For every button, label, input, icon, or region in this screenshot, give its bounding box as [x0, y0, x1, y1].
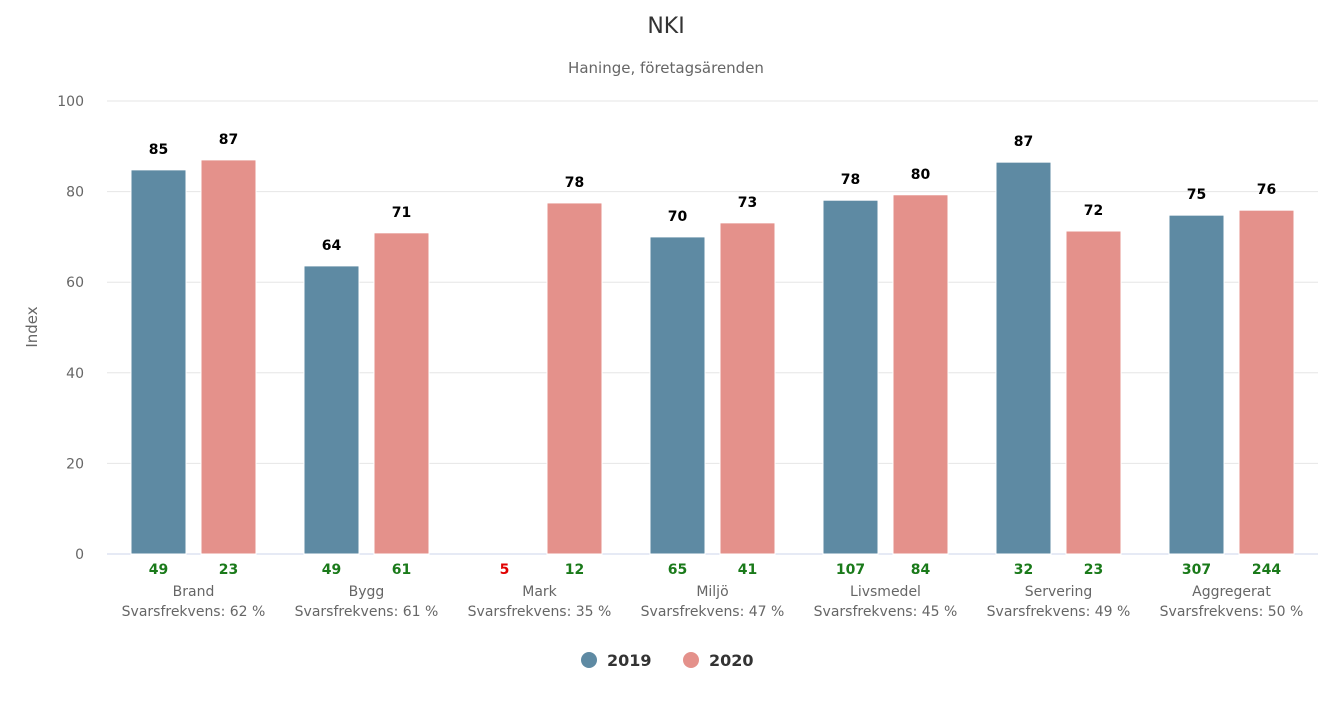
- response-count: 84: [911, 562, 931, 578]
- response-count: 32: [1014, 562, 1033, 578]
- data-label: 76: [1257, 182, 1276, 198]
- data-label: 72: [1084, 203, 1103, 219]
- x-tick-label: Aggregerat: [1192, 584, 1271, 600]
- x-tick-label: Miljö: [696, 584, 728, 600]
- legend-marker-icon: [683, 652, 699, 668]
- bar-2020-aggregerat[interactable]: [1238, 209, 1295, 555]
- chart-title: NKI: [647, 14, 684, 39]
- x-tick-label: Mark: [522, 584, 557, 600]
- x-tick-sublabel: Svarsfrekvens: 61 %: [295, 604, 439, 620]
- x-tick-label: Livsmedel: [850, 584, 921, 600]
- bar-2020-servering[interactable]: [1065, 230, 1122, 555]
- data-label: 87: [1014, 134, 1033, 150]
- bar-2019-bygg[interactable]: [303, 265, 360, 555]
- data-label: 87: [219, 132, 238, 148]
- response-count: 23: [1084, 562, 1103, 578]
- response-count: 61: [392, 562, 411, 578]
- data-label: 70: [668, 209, 688, 225]
- data-label: 64: [322, 238, 342, 254]
- data-label: 75: [1187, 187, 1206, 203]
- response-count: 5: [500, 562, 510, 578]
- x-tick-sublabel: Svarsfrekvens: 45 %: [814, 604, 958, 620]
- data-label: 78: [565, 175, 584, 191]
- response-count: 23: [219, 562, 238, 578]
- y-tick-label: 0: [75, 547, 84, 563]
- bar-2020-brand[interactable]: [200, 159, 257, 555]
- x-tick-sublabel: Svarsfrekvens: 62 %: [122, 604, 266, 620]
- y-tick-label: 80: [66, 185, 84, 201]
- response-count: 41: [738, 562, 757, 578]
- bar-2019-livsmedel[interactable]: [822, 199, 879, 555]
- x-tick-label: Servering: [1025, 584, 1093, 600]
- y-tick-label: 60: [66, 275, 84, 291]
- legend-label: 2020: [709, 651, 754, 670]
- data-label: 80: [911, 167, 931, 183]
- x-tick-sublabel: Svarsfrekvens: 50 %: [1160, 604, 1304, 620]
- bar-2020-miljö[interactable]: [719, 222, 776, 555]
- y-tick-label: 100: [57, 94, 84, 110]
- bar-2019-miljö[interactable]: [649, 236, 706, 555]
- bar-2019-aggregerat[interactable]: [1168, 214, 1225, 555]
- x-tick-label: Brand: [173, 584, 215, 600]
- bars: [130, 159, 1295, 555]
- bar-2020-mark[interactable]: [546, 202, 603, 555]
- response-count: 65: [668, 562, 687, 578]
- x-tick-sublabel: Svarsfrekvens: 35 %: [468, 604, 612, 620]
- y-tick-label: 20: [66, 456, 84, 472]
- data-label: 73: [738, 195, 757, 211]
- data-label: 85: [149, 142, 168, 158]
- response-count: 107: [836, 562, 865, 578]
- legend-label: 2019: [607, 651, 652, 670]
- response-count: 12: [565, 562, 584, 578]
- y-axis-title: Index: [23, 306, 41, 347]
- chart-subtitle: Haninge, företagsärenden: [568, 59, 764, 77]
- y-tick-label: 40: [66, 366, 84, 382]
- legend-marker-icon: [581, 652, 597, 668]
- legend-item-2019[interactable]: 2019: [581, 651, 652, 670]
- legend-item-2020[interactable]: 2020: [683, 651, 754, 670]
- x-tick-label: Bygg: [349, 584, 385, 600]
- response-count: 307: [1182, 562, 1211, 578]
- bar-2020-bygg[interactable]: [373, 232, 430, 555]
- x-tick-sublabel: Svarsfrekvens: 49 %: [987, 604, 1131, 620]
- legend[interactable]: 2019 2020: [581, 651, 754, 670]
- bar-2020-livsmedel[interactable]: [892, 194, 949, 555]
- x-tick-sublabel: Svarsfrekvens: 47 %: [641, 604, 785, 620]
- response-count: 244: [1252, 562, 1281, 578]
- data-label: 71: [392, 205, 411, 221]
- data-label: 78: [841, 172, 860, 188]
- response-count: 49: [149, 562, 168, 578]
- bar-2019-brand[interactable]: [130, 169, 187, 555]
- bar-2019-servering[interactable]: [995, 161, 1052, 555]
- response-count: 49: [322, 562, 341, 578]
